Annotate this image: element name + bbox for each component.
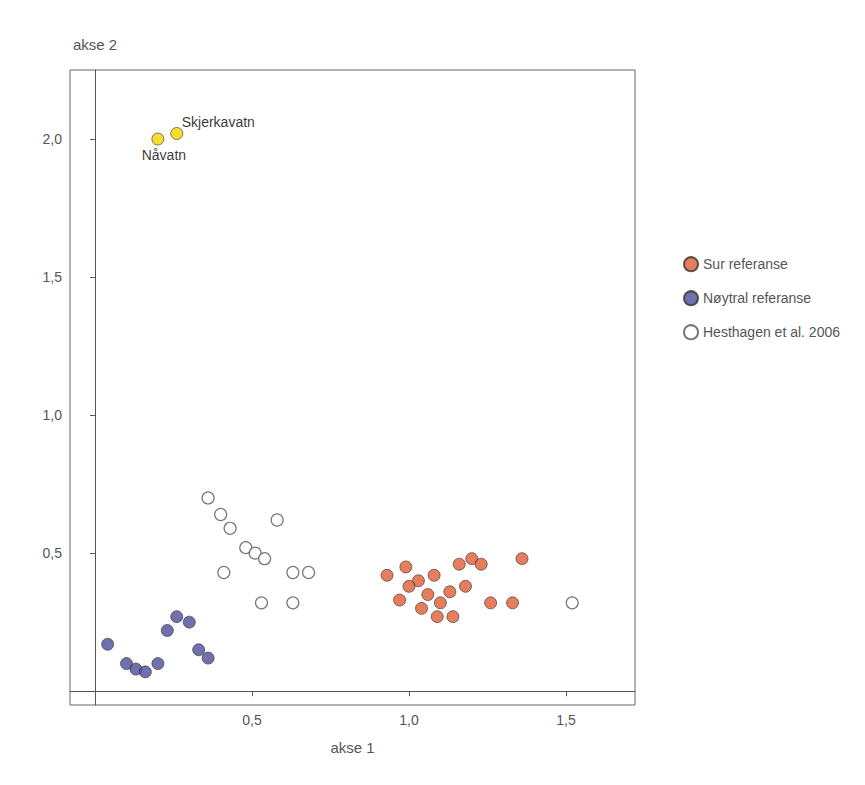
svg-text:0,5: 0,5 <box>43 545 63 561</box>
svg-text:akse 1: akse 1 <box>330 739 374 756</box>
svg-text:1,5: 1,5 <box>43 269 63 285</box>
svg-text:Nøytral referanse: Nøytral referanse <box>703 290 811 306</box>
svg-text:0,5: 0,5 <box>242 712 262 728</box>
svg-text:Skjerkavatn: Skjerkavatn <box>182 114 255 130</box>
svg-text:1,0: 1,0 <box>43 407 63 423</box>
svg-text:akse 2: akse 2 <box>73 36 117 53</box>
svg-text:Hesthagen et al. 2006: Hesthagen et al. 2006 <box>703 324 840 340</box>
svg-text:2,0: 2,0 <box>43 131 63 147</box>
svg-text:Sur referanse: Sur referanse <box>703 256 788 272</box>
svg-text:Nåvatn: Nåvatn <box>142 147 186 163</box>
svg-text:1,5: 1,5 <box>556 712 576 728</box>
svg-text:1,0: 1,0 <box>399 712 419 728</box>
